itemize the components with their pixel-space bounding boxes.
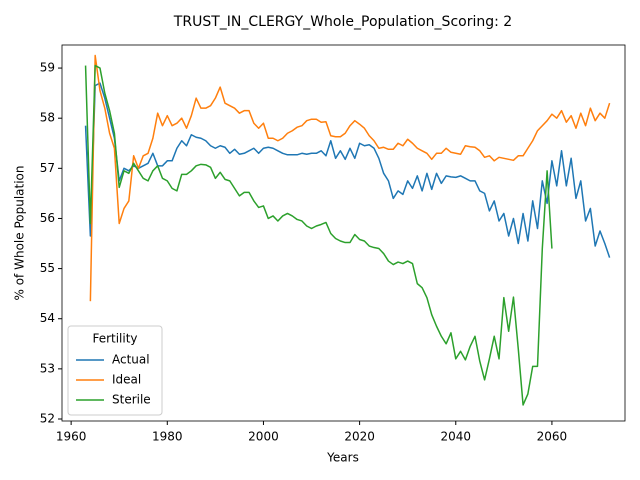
x-tick-label: 2060 <box>537 430 568 444</box>
y-tick-label: 59 <box>40 61 55 75</box>
data-line <box>84 82 611 258</box>
legend-box <box>67 325 163 416</box>
data-line <box>89 54 611 302</box>
x-tick-label: 2000 <box>248 430 279 444</box>
legend: Fertility Actual Ideal Sterile <box>67 325 163 416</box>
plot-frame <box>61 44 626 422</box>
x-tick-label: 2040 <box>440 430 471 444</box>
legend-label: Actual <box>112 353 150 367</box>
chart-title: TRUST_IN_CLERGY_Whole_Population_Scoring… <box>173 14 512 30</box>
legend-label: Sterile <box>112 393 151 407</box>
y-axis-label: % of Whole Population <box>13 166 27 301</box>
x-tick-label: 2020 <box>344 430 375 444</box>
y-tick-label: 58 <box>40 111 55 125</box>
y-tick-label: 56 <box>40 211 55 225</box>
legend-label: Ideal <box>112 373 141 387</box>
x-tick-label: 1980 <box>152 430 183 444</box>
y-tick-label: 53 <box>40 361 55 375</box>
y-tick-label: 54 <box>40 311 55 325</box>
y-tick-label: 52 <box>40 411 55 425</box>
x-axis-label: Years <box>326 451 359 465</box>
x-tick-label: 1960 <box>56 430 87 444</box>
data-line <box>84 64 553 406</box>
legend-title: Fertility <box>92 332 137 346</box>
y-tick-label: 57 <box>40 161 55 175</box>
y-tick-label: 55 <box>40 261 55 275</box>
